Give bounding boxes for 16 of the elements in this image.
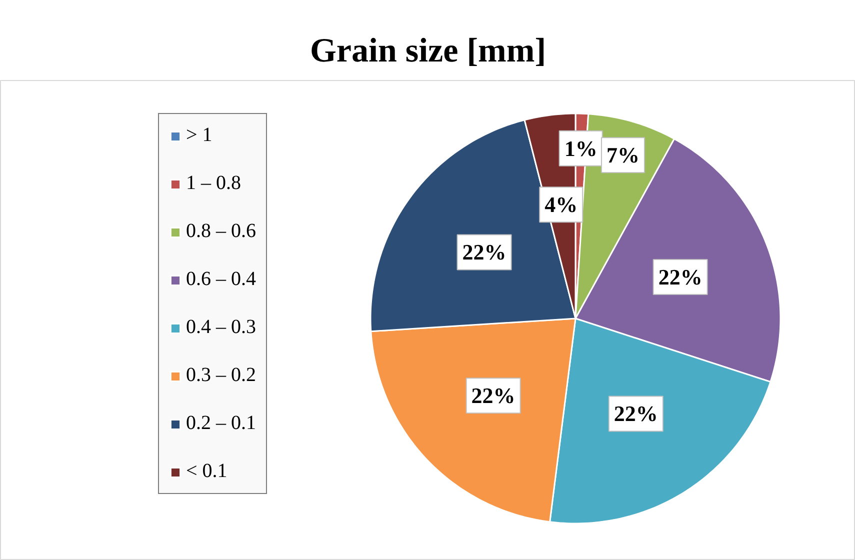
data-label: 22% [614, 401, 658, 426]
legend-label: < 0.1 [186, 460, 228, 483]
legend-label: > 1 [186, 124, 212, 147]
legend-label: 1 – 0.8 [186, 172, 241, 195]
data-label: 22% [462, 240, 506, 265]
data-label: 4% [544, 192, 578, 218]
legend-label: 0.4 – 0.3 [186, 316, 256, 339]
legend-label: 0.6 – 0.4 [186, 268, 256, 291]
data-label: 22% [658, 264, 702, 290]
data-label: 7% [606, 142, 640, 168]
legend-label: 0.2 – 0.1 [186, 412, 256, 435]
legend-label: 0.8 – 0.6 [186, 220, 256, 243]
chart-title: Grain size [mm] [310, 32, 546, 70]
data-label: 22% [471, 383, 516, 408]
legend-label: 0.3 – 0.2 [186, 364, 256, 387]
data-label: 1% [564, 136, 598, 161]
